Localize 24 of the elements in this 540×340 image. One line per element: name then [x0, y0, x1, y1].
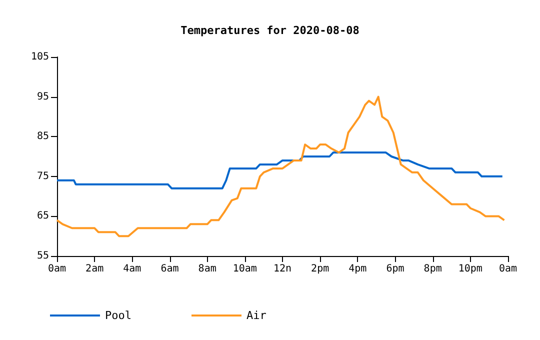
- x-tick-label: 10am: [232, 264, 257, 274]
- y-tick-label: 75: [36, 170, 49, 182]
- x-tick-label: 10pm: [458, 264, 482, 274]
- x-tick-label: 4am: [123, 264, 142, 274]
- x-tick-label: 8pm: [424, 264, 442, 274]
- legend-label: Pool: [105, 309, 132, 322]
- x-tick-label: 2pm: [311, 264, 330, 274]
- x-tick-label: 12n: [273, 264, 292, 274]
- x-tick-label: 6am: [160, 264, 179, 274]
- line-series: [56, 96, 506, 238]
- line-series: [56, 152, 504, 190]
- x-tick-label: 0am: [48, 264, 66, 274]
- x-tick-label: 0am: [498, 264, 518, 274]
- x-tick-label: 4pm: [348, 264, 367, 274]
- chart-title: Temperatures for 2020-08-08: [180, 24, 360, 37]
- y-tick-label: 85: [36, 131, 49, 142]
- y-tick-label: 105: [30, 52, 49, 62]
- y-tick-label: 95: [36, 91, 49, 102]
- y-tick-label: 55: [36, 250, 49, 262]
- x-tick-label: 2am: [86, 264, 104, 274]
- x-tick-label: 8am: [198, 264, 216, 274]
- y-tick-label: 65: [36, 210, 49, 222]
- x-tick-label: 6pm: [386, 264, 404, 274]
- legend-label: Air: [246, 309, 267, 322]
